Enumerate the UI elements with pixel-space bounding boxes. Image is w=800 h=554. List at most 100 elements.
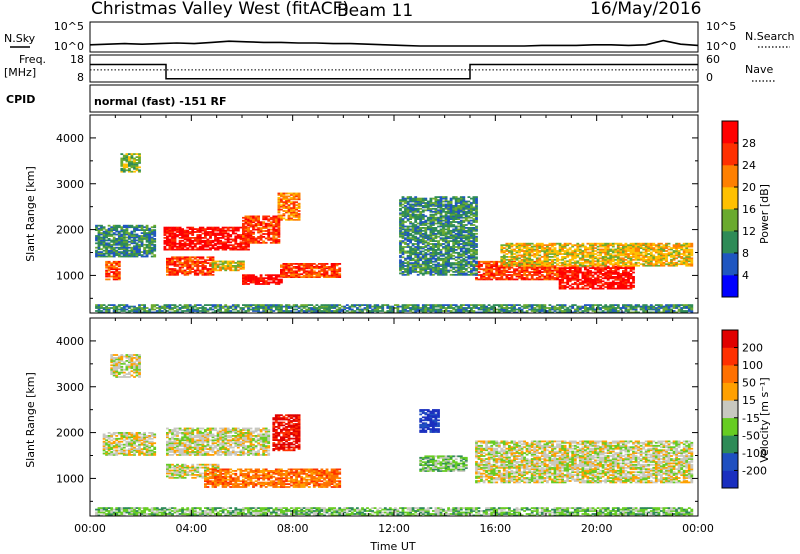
- power-cell: [257, 219, 260, 222]
- power-cell: [616, 268, 620, 271]
- power-cell: [599, 286, 602, 288]
- power-cell: [437, 212, 440, 215]
- power-cell: [644, 260, 648, 263]
- power-cell: [454, 241, 458, 244]
- power-cell: [642, 251, 646, 254]
- power-cell: [193, 238, 197, 241]
- power-cell: [442, 231, 445, 234]
- power-cell: [282, 217, 286, 220]
- power-cell: [467, 219, 471, 222]
- power-cell: [624, 254, 628, 257]
- power-cell: [262, 230, 266, 232]
- power-cell: [221, 244, 225, 247]
- power-cell: [586, 256, 590, 258]
- power-cell: [464, 263, 468, 266]
- power-cell: [568, 254, 572, 257]
- power-cell: [596, 263, 600, 266]
- power-cell: [411, 247, 415, 250]
- power-cell: [419, 216, 423, 219]
- power-cell: [249, 241, 253, 244]
- power-cell: [457, 231, 461, 234]
- power-cell: [280, 194, 283, 196]
- power-cell: [437, 216, 440, 219]
- power-cell: [500, 244, 504, 247]
- power-cell: [594, 287, 597, 290]
- power-cell: [168, 238, 172, 241]
- power-cell: [429, 257, 433, 260]
- power-cell: [632, 254, 635, 257]
- power-cell: [606, 253, 610, 255]
- power-cell: [502, 274, 506, 276]
- power-cell: [667, 251, 671, 254]
- power-cell: [424, 253, 428, 256]
- power-cell: [252, 228, 255, 231]
- power-cell: [198, 260, 202, 263]
- power-cell: [652, 263, 656, 266]
- power-cell: [535, 269, 539, 272]
- power-cell: [426, 203, 430, 206]
- power-cell: [269, 277, 273, 280]
- power-cell: [502, 272, 506, 275]
- power-cell: [120, 245, 124, 248]
- noise-panel: N.Sky 10^5 10^0 10^5 10^0 N.Search: [4, 20, 795, 53]
- power-cell: [133, 166, 136, 169]
- power-cell: [130, 236, 134, 239]
- power-cell: [191, 231, 195, 233]
- power-cell: [622, 274, 625, 277]
- power-cell: [634, 261, 638, 264]
- power-cell: [467, 222, 471, 225]
- power-cell: [247, 218, 250, 221]
- power-cell: [627, 250, 630, 252]
- power-cell: [637, 258, 640, 261]
- power-cell: [525, 278, 529, 281]
- power-cell: [551, 245, 554, 248]
- power-cell: [244, 221, 248, 224]
- power-cell: [201, 263, 205, 266]
- power-cell: [198, 241, 202, 244]
- power-cell: [424, 263, 428, 266]
- power-cell: [411, 213, 415, 216]
- power-cell: [143, 305, 146, 308]
- power-cell: [464, 259, 468, 262]
- power-cell: [614, 250, 618, 252]
- power-cell: [454, 221, 458, 223]
- power-cell: [135, 311, 139, 314]
- power-cell: [429, 262, 433, 264]
- power-cell: [518, 247, 521, 249]
- power-cell: [556, 268, 559, 271]
- power-cell: [163, 232, 167, 235]
- power-cell: [573, 253, 577, 255]
- power-cell: [143, 226, 146, 229]
- power-cell: [652, 248, 656, 251]
- power-cell: [654, 248, 658, 251]
- power-cell: [112, 255, 116, 258]
- power-cell: [535, 277, 539, 279]
- power-cell: [619, 261, 623, 264]
- power-cell: [297, 214, 301, 217]
- power-cell: [424, 228, 428, 231]
- power-cell: [434, 259, 438, 262]
- power-cell: [424, 197, 428, 200]
- power-cell: [454, 210, 458, 213]
- power-cell: [654, 245, 658, 248]
- power-cell: [487, 268, 491, 271]
- power-cell: [444, 272, 448, 275]
- power-cell: [632, 276, 635, 278]
- noise-sky-label: N.Sky: [4, 32, 36, 45]
- power-cell: [419, 269, 423, 272]
- power-cell: [318, 270, 321, 273]
- power-cell: [249, 222, 253, 225]
- power-cell: [578, 270, 582, 272]
- power-cell: [452, 251, 456, 254]
- power-cell: [578, 283, 582, 286]
- power-cell: [634, 244, 638, 247]
- freq-panel: Freq. [MHz] 18 8 60 0 Nave: [4, 53, 776, 84]
- power-cell: [447, 225, 450, 228]
- power-cell: [475, 207, 478, 210]
- power-cell: [302, 264, 306, 267]
- power-cell: [107, 308, 111, 311]
- power-cell: [432, 240, 435, 242]
- power-cell: [535, 260, 539, 263]
- power-cell: [267, 281, 271, 284]
- power-cell: [242, 247, 245, 250]
